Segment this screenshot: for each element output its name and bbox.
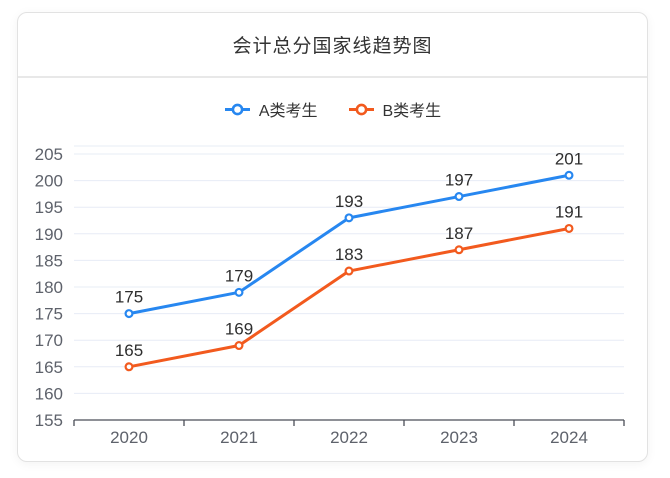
data-label: 201 xyxy=(555,149,583,168)
y-axis-label: 190 xyxy=(35,225,63,244)
card-header: 会计总分国家线趋势图 xyxy=(18,13,647,78)
data-point[interactable] xyxy=(564,223,574,233)
x-axis-label: 2020 xyxy=(110,428,148,447)
legend-line-circle-icon xyxy=(224,103,250,115)
data-label: 175 xyxy=(115,288,143,307)
x-axis-label: 2024 xyxy=(550,428,588,447)
y-axis-label: 180 xyxy=(35,278,63,297)
y-axis-label: 185 xyxy=(35,251,63,270)
y-axis-label: 195 xyxy=(35,198,63,217)
legend-label: A类考生 xyxy=(258,103,318,120)
y-axis-label: 200 xyxy=(35,172,63,191)
data-label: 197 xyxy=(445,171,473,190)
data-label: 165 xyxy=(115,341,143,360)
y-axis-label: 170 xyxy=(35,331,63,350)
legend-label: B类考生 xyxy=(382,103,442,120)
x-axis-label: 2022 xyxy=(330,428,368,447)
trend-chart[interactable]: 155 160 165 170 175 180 185 190 195 200 205 2020 202… xyxy=(18,129,647,459)
data-label: 187 xyxy=(445,224,473,243)
data-point[interactable] xyxy=(454,245,464,255)
chart-title: 会计总分国家线趋势图 xyxy=(232,36,433,57)
legend-item-b[interactable]: B类考生 xyxy=(348,97,442,121)
data-label: 191 xyxy=(555,202,583,221)
y-axis-label: 205 xyxy=(35,145,63,164)
data-point[interactable] xyxy=(454,192,464,202)
legend-line-circle-icon xyxy=(348,103,374,115)
legend-item-a[interactable]: A类考生 xyxy=(224,97,318,121)
data-point[interactable] xyxy=(344,266,354,276)
data-point[interactable] xyxy=(234,341,244,351)
data-point[interactable] xyxy=(234,287,244,297)
data-point[interactable] xyxy=(344,213,354,223)
y-axis-label: 160 xyxy=(35,384,63,403)
data-point[interactable] xyxy=(564,170,574,180)
y-axis-label: 165 xyxy=(35,358,63,377)
y-axis-label: 155 xyxy=(35,411,63,430)
chart-legend: A类考生 B类考生 xyxy=(18,97,647,121)
x-axis-label: 2021 xyxy=(220,428,258,447)
y-axis-label: 175 xyxy=(35,305,63,324)
data-label: 183 xyxy=(335,245,363,264)
data-label: 193 xyxy=(335,192,363,211)
data-label: 179 xyxy=(225,266,253,285)
data-point[interactable] xyxy=(124,309,134,319)
data-point[interactable] xyxy=(124,362,134,372)
chart-card: 会计总分国家线趋势图 A类考生 B类考生 155 160 165 170 175 180 18… xyxy=(17,12,648,462)
x-axis-label: 2023 xyxy=(440,428,478,447)
data-label: 169 xyxy=(225,320,253,339)
